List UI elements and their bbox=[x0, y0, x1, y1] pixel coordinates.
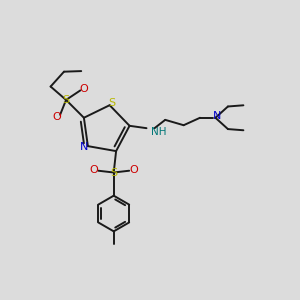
Text: O: O bbox=[129, 164, 138, 175]
Text: S: S bbox=[108, 98, 115, 108]
Text: N: N bbox=[80, 142, 88, 152]
Text: S: S bbox=[62, 95, 70, 105]
Text: N: N bbox=[212, 111, 221, 121]
Text: S: S bbox=[110, 167, 118, 178]
Text: NH: NH bbox=[151, 127, 167, 137]
Text: O: O bbox=[80, 84, 88, 94]
Text: O: O bbox=[90, 164, 98, 175]
Text: O: O bbox=[52, 112, 61, 122]
